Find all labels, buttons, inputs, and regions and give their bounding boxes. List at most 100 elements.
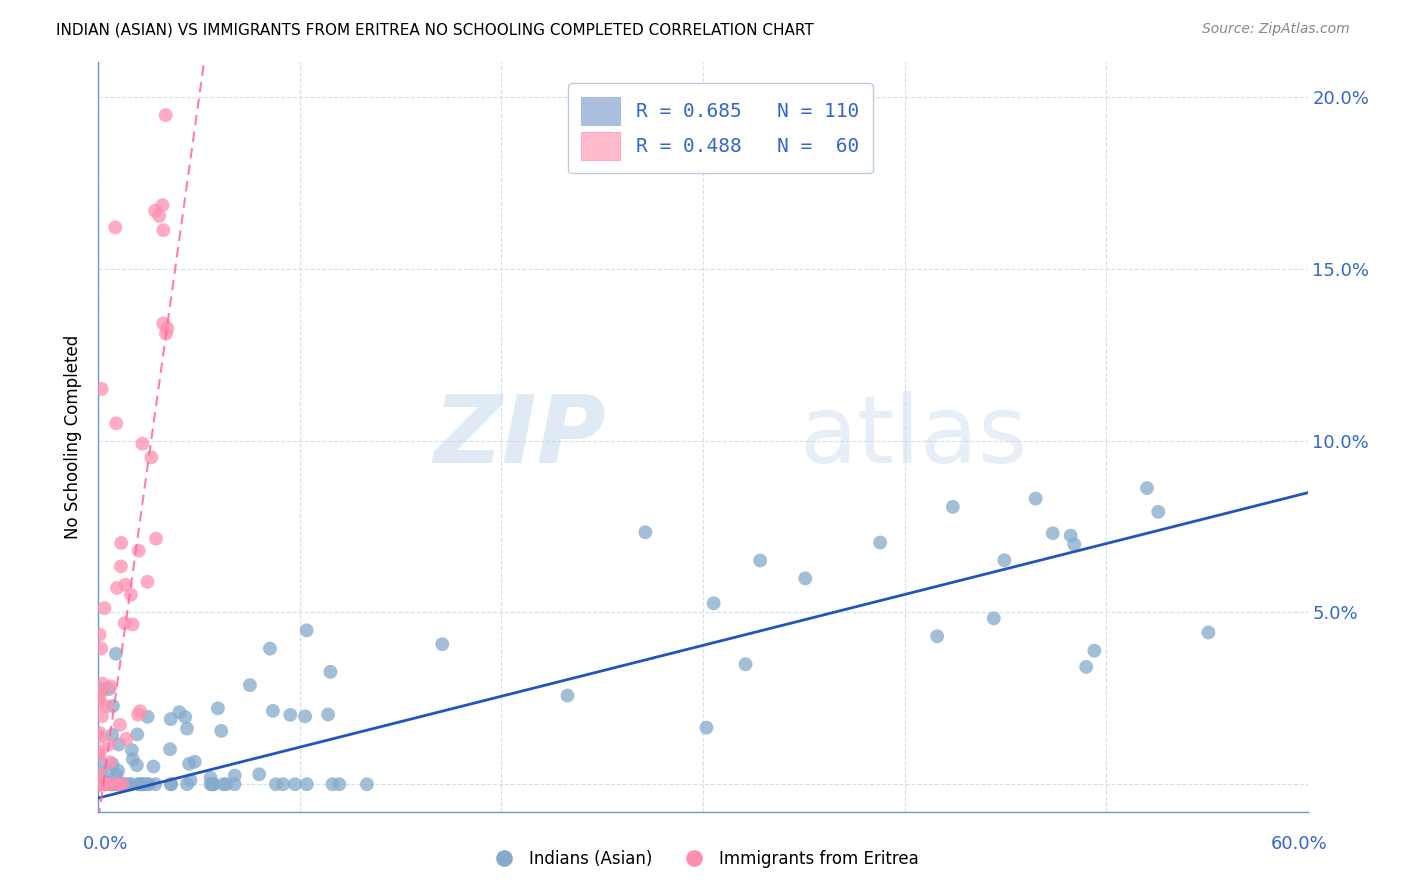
Point <box>105 417 128 431</box>
Point <box>101 777 124 791</box>
Point <box>1147 505 1170 519</box>
Point <box>1042 526 1064 541</box>
Point <box>96 777 118 791</box>
Point <box>131 436 153 450</box>
Point <box>105 777 128 791</box>
Point <box>136 574 159 589</box>
Point <box>128 777 150 791</box>
Point <box>105 581 128 595</box>
Point <box>108 777 131 791</box>
Point <box>93 777 115 791</box>
Point <box>152 198 174 212</box>
Point <box>176 722 198 736</box>
Point <box>200 771 222 785</box>
Point <box>90 767 112 781</box>
Point <box>89 627 111 641</box>
Point <box>98 737 121 751</box>
Point <box>1076 660 1098 674</box>
Point <box>108 738 131 752</box>
Point <box>1060 528 1083 542</box>
Point <box>104 220 127 235</box>
Point <box>89 744 111 758</box>
Point <box>174 710 197 724</box>
Point <box>316 707 339 722</box>
Point <box>111 777 134 791</box>
Point <box>98 756 121 770</box>
Text: INDIAN (ASIAN) VS IMMIGRANTS FROM ERITREA NO SCHOOLING COMPLETED CORRELATION CHA: INDIAN (ASIAN) VS IMMIGRANTS FROM ERITRE… <box>56 22 814 37</box>
Text: 0.0%: 0.0% <box>83 835 128 853</box>
Point <box>159 742 181 756</box>
Point <box>100 777 122 791</box>
Point <box>127 727 149 741</box>
Point <box>131 777 153 791</box>
Point <box>107 777 129 791</box>
Point <box>128 777 150 791</box>
Point <box>112 777 135 791</box>
Point <box>1025 491 1047 506</box>
Point <box>143 203 166 218</box>
Point <box>120 777 142 791</box>
Point <box>134 777 156 791</box>
Point <box>107 764 129 778</box>
Point <box>280 707 302 722</box>
Point <box>271 777 294 791</box>
Point <box>1063 537 1085 551</box>
Point <box>695 721 717 735</box>
Point <box>159 712 181 726</box>
Point <box>202 777 225 791</box>
Point <box>1083 644 1105 658</box>
Point <box>138 777 160 791</box>
Point <box>734 657 756 672</box>
Point <box>97 764 120 779</box>
Point <box>155 108 177 122</box>
Point <box>239 678 262 692</box>
Point <box>89 726 111 740</box>
Point <box>89 777 111 791</box>
Point <box>89 777 111 791</box>
Point <box>209 723 232 738</box>
Text: Source: ZipAtlas.com: Source: ZipAtlas.com <box>1202 22 1350 37</box>
Point <box>89 777 111 791</box>
Legend: R = 0.685   N = 110, R = 0.488   N =  60: R = 0.685 N = 110, R = 0.488 N = 60 <box>568 83 873 173</box>
Point <box>107 777 129 791</box>
Point <box>120 588 142 602</box>
Point <box>179 773 201 788</box>
Point <box>1136 481 1159 495</box>
Point <box>121 752 143 766</box>
Point <box>89 689 111 703</box>
Point <box>110 559 132 574</box>
Point <box>89 777 111 791</box>
Point <box>177 756 200 771</box>
Point <box>247 767 270 781</box>
Point <box>114 578 136 592</box>
Point <box>89 756 111 770</box>
Point <box>91 676 114 690</box>
Y-axis label: No Schooling Completed: No Schooling Completed <box>65 335 83 539</box>
Point <box>152 223 174 237</box>
Point <box>114 616 136 631</box>
Point <box>90 382 112 396</box>
Point <box>319 665 342 679</box>
Point <box>869 535 891 549</box>
Point <box>557 689 579 703</box>
Point <box>111 777 134 791</box>
Point <box>224 768 246 782</box>
Point <box>942 500 965 514</box>
Point <box>356 777 378 791</box>
Point <box>294 709 316 723</box>
Point <box>94 777 117 791</box>
Point <box>91 777 114 791</box>
Point <box>215 777 238 791</box>
Point <box>101 757 124 772</box>
Point <box>145 532 167 546</box>
Point <box>93 777 115 791</box>
Point <box>259 641 281 656</box>
Point <box>125 758 148 772</box>
Point <box>93 777 115 791</box>
Point <box>143 777 166 791</box>
Point <box>103 777 125 791</box>
Point <box>108 777 131 791</box>
Legend: Indians (Asian), Immigrants from Eritrea: Indians (Asian), Immigrants from Eritrea <box>481 844 925 875</box>
Point <box>89 696 111 710</box>
Point <box>110 536 132 550</box>
